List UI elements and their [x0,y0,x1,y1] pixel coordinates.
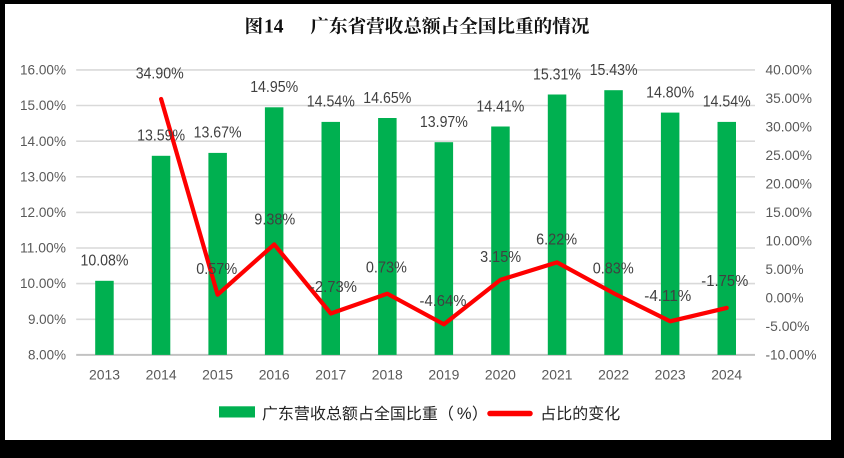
svg-text:2024: 2024 [711,367,742,383]
svg-text:2016: 2016 [259,367,290,383]
svg-text:2014: 2014 [146,367,177,383]
svg-text:5.00%: 5.00% [766,261,804,277]
svg-text:30.00%: 30.00% [766,119,813,135]
svg-text:%: % [457,405,472,423]
svg-text:14: 14 [264,17,284,38]
svg-text:15.00%: 15.00% [20,97,66,113]
svg-text:10.08%: 10.08% [81,253,129,270]
svg-text:13.00%: 13.00% [20,168,66,184]
svg-text:14.65%: 14.65% [363,90,411,107]
svg-text:0.00%: 0.00% [766,290,804,306]
svg-text:10.00%: 10.00% [20,275,66,291]
svg-text:2017: 2017 [315,367,346,383]
svg-text:14.80%: 14.80% [646,84,694,101]
svg-text:2018: 2018 [372,367,403,383]
svg-text:14.54%: 14.54% [307,94,355,111]
svg-text:2020: 2020 [485,367,516,383]
svg-text:2021: 2021 [542,367,573,383]
svg-text:8.00%: 8.00% [28,347,66,363]
svg-text:10.00%: 10.00% [766,233,813,249]
svg-text:9.38%: 9.38% [254,212,295,229]
svg-text:6.22%: 6.22% [536,232,577,249]
svg-text:20.00%: 20.00% [766,176,813,192]
svg-text:14.41%: 14.41% [476,98,524,115]
svg-text:2023: 2023 [655,367,686,383]
svg-text:35.00%: 35.00% [766,90,813,106]
svg-text:0.73%: 0.73% [366,260,407,277]
svg-text:12.00%: 12.00% [20,204,66,220]
svg-text:-4.11%: -4.11% [644,288,691,305]
svg-text:15.43%: 15.43% [590,62,638,79]
svg-text:0.83%: 0.83% [593,261,634,278]
svg-text:3.15%: 3.15% [480,249,521,266]
svg-text:-10.00%: -10.00% [766,347,817,363]
svg-text:2013: 2013 [89,367,120,383]
svg-text:13.67%: 13.67% [194,125,242,142]
svg-text:13.97%: 13.97% [420,114,468,131]
svg-text:-1.75%: -1.75% [701,273,748,290]
svg-text:11.00%: 11.00% [20,240,66,256]
svg-text:2015: 2015 [202,367,233,383]
svg-text:15.31%: 15.31% [533,66,581,83]
svg-text:13.59%: 13.59% [137,128,185,145]
svg-text:25.00%: 25.00% [766,147,813,163]
svg-text:2022: 2022 [598,367,629,383]
svg-text:14.54%: 14.54% [703,94,751,111]
svg-text:15.00%: 15.00% [766,204,813,220]
svg-text:-2.73%: -2.73% [310,279,357,296]
svg-text:34.90%: 34.90% [136,65,184,82]
svg-text:14.00%: 14.00% [20,133,66,149]
svg-text:16.00%: 16.00% [20,62,66,78]
svg-text:40.00%: 40.00% [766,62,813,78]
svg-text:0.57%: 0.57% [196,261,237,278]
svg-text:-4.64%: -4.64% [420,293,467,310]
svg-text:-5.00%: -5.00% [766,318,810,334]
svg-text:2019: 2019 [428,367,459,383]
svg-text:9.00%: 9.00% [28,311,66,327]
svg-text:14.95%: 14.95% [250,79,298,96]
